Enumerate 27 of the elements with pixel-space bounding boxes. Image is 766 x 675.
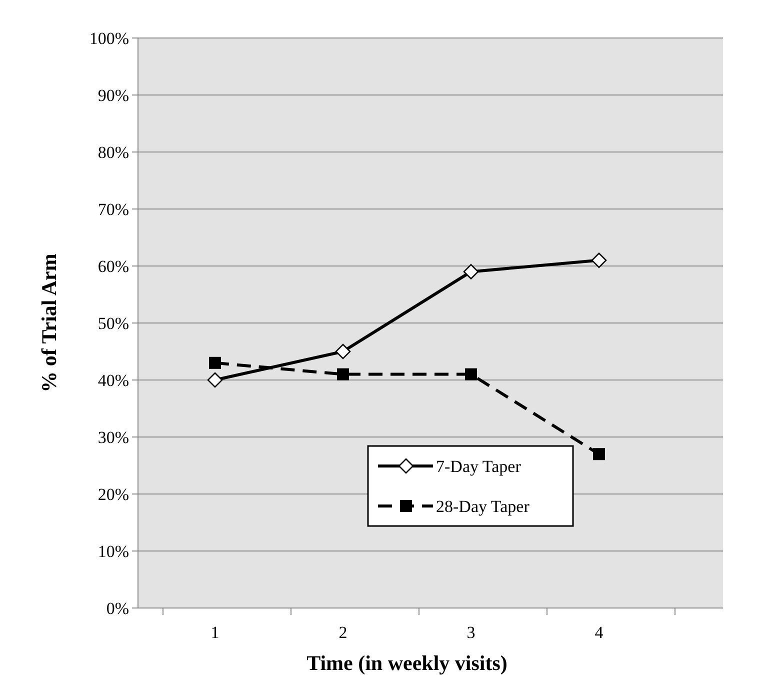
point — [209, 356, 221, 369]
point — [335, 344, 351, 360]
x-tick-label: 2 — [338, 623, 348, 642]
y-tick-label: 40% — [98, 370, 129, 390]
y-axis-title: % of Trial Arm — [37, 253, 61, 392]
y-tick-label: 10% — [98, 542, 129, 561]
y-tick-label: 100% — [89, 28, 129, 48]
legend-label: 28-Day Taper — [436, 496, 530, 516]
x-tick-label: 4 — [594, 623, 604, 642]
y-tick-label: 20% — [98, 484, 129, 504]
point — [593, 448, 605, 460]
point — [207, 372, 223, 388]
x-axis-title: Time (in weekly visits) — [306, 651, 508, 675]
y-tick-label: 60% — [98, 256, 129, 276]
point — [337, 368, 349, 380]
x-tick-label: 1 — [210, 623, 220, 642]
y-tick-label: 80% — [98, 142, 129, 162]
y-tick-label: 30% — [98, 428, 129, 447]
legend-label: 7-Day Taper — [436, 456, 522, 476]
y-tick-label: 70% — [98, 200, 129, 219]
y-tick-label: 90% — [98, 86, 129, 105]
point — [463, 264, 479, 280]
y-tick-label: 50% — [98, 314, 129, 333]
point — [591, 252, 607, 268]
y-tick-label: 0% — [106, 598, 129, 618]
x-tick-label: 3 — [466, 623, 476, 642]
point — [465, 368, 477, 380]
